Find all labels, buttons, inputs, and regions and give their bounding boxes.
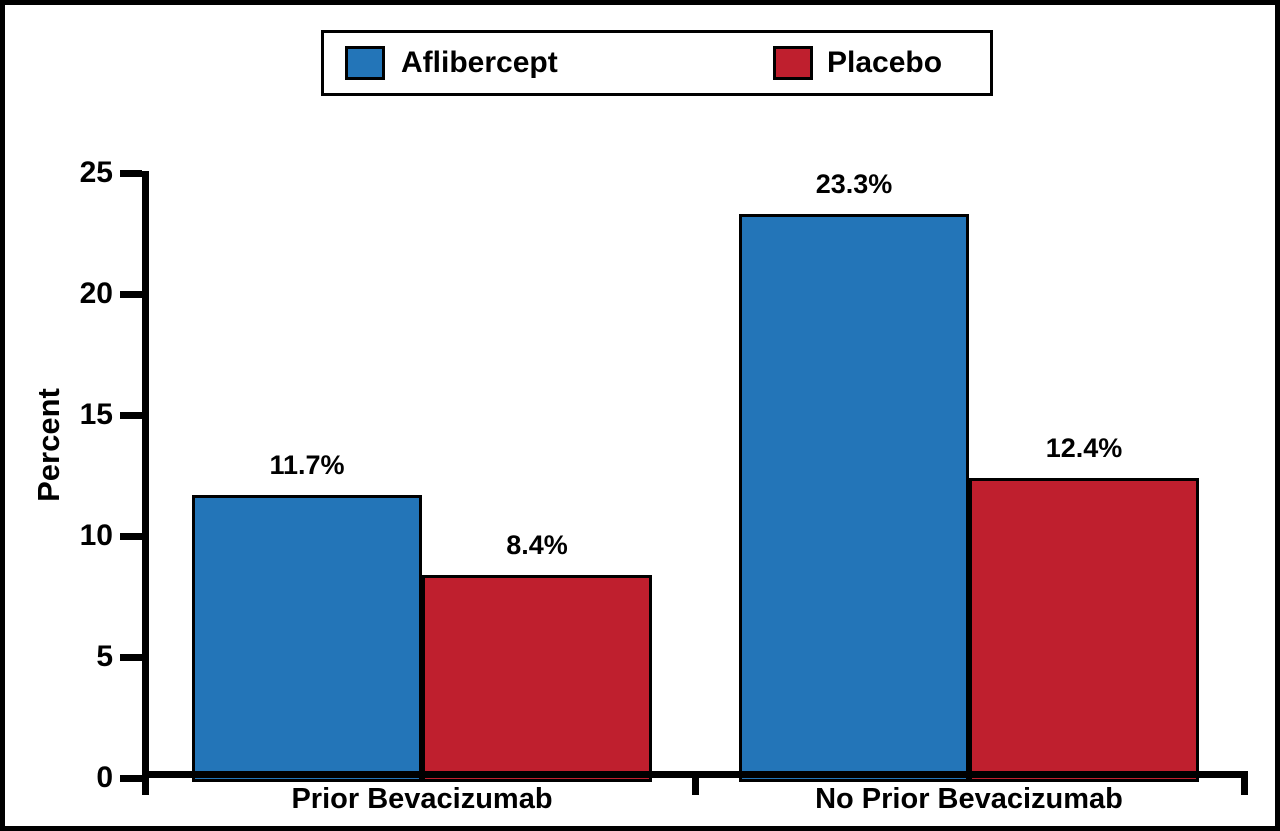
y-tick-10 — [120, 533, 142, 540]
y-axis-line — [142, 171, 149, 795]
bar-value-label-aflibercept-prior-bevacizumab: 11.7% — [269, 450, 345, 480]
y-tick-label-5: 5 — [96, 640, 113, 673]
x-tick-0 — [692, 778, 699, 795]
y-tick-label-20: 20 — [79, 277, 113, 310]
bar-value-label-aflibercept-no-prior-bevacizumab: 23.3% — [815, 169, 893, 199]
bar-aflibercept-no-prior-bevacizumab — [739, 214, 969, 782]
y-tick-15 — [120, 412, 142, 419]
y-tick-20 — [120, 291, 142, 298]
legend-swatch-placebo — [773, 46, 813, 80]
y-tick-label-10: 10 — [79, 519, 113, 552]
legend-swatch-aflibercept — [345, 46, 385, 80]
x-category-label-no-prior-bevacizumab: No Prior Bevacizumab — [815, 783, 1123, 815]
y-tick-5 — [120, 654, 142, 661]
bar-placebo-no-prior-bevacizumab — [969, 478, 1199, 782]
bar-placebo-prior-bevacizumab — [422, 575, 652, 782]
x-tick-1 — [1241, 778, 1248, 795]
bar-value-label-placebo-prior-bevacizumab: 8.4% — [506, 530, 568, 560]
legend: Aflibercept Placebo — [321, 30, 993, 96]
bar-value-label-placebo-no-prior-bevacizumab: 12.4% — [1045, 433, 1123, 463]
y-tick-0 — [120, 775, 142, 782]
x-axis-line — [142, 771, 1248, 778]
bar-aflibercept-prior-bevacizumab — [192, 495, 422, 782]
y-tick-label-25: 25 — [79, 156, 113, 189]
y-tick-25 — [120, 170, 142, 177]
y-tick-label-0: 0 — [96, 761, 113, 794]
legend-label-aflibercept: Aflibercept — [401, 46, 558, 79]
y-tick-label-15: 15 — [79, 398, 113, 431]
x-category-label-prior-bevacizumab: Prior Bevacizumab — [291, 783, 553, 815]
legend-label-placebo: Placebo — [827, 46, 943, 79]
